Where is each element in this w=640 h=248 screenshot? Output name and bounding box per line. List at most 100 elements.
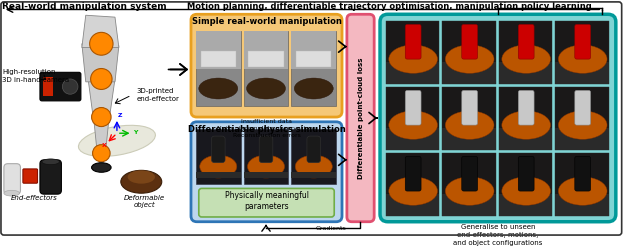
Ellipse shape	[558, 45, 607, 73]
Bar	[386, 128, 440, 150]
Ellipse shape	[558, 111, 607, 139]
Bar	[442, 87, 496, 150]
Bar	[442, 194, 496, 216]
Text: Y: Y	[134, 130, 138, 135]
Bar	[43, 77, 52, 96]
Ellipse shape	[388, 45, 438, 73]
Bar	[291, 31, 336, 68]
Bar	[291, 129, 336, 184]
Bar	[244, 31, 289, 106]
Ellipse shape	[445, 45, 494, 73]
Circle shape	[93, 145, 110, 162]
Ellipse shape	[200, 155, 237, 178]
Ellipse shape	[502, 111, 550, 139]
Ellipse shape	[121, 170, 162, 193]
Bar	[201, 51, 236, 67]
Text: Gradients: Gradients	[316, 226, 347, 231]
Ellipse shape	[445, 111, 494, 139]
Bar	[244, 129, 289, 184]
Text: End-effectors: End-effectors	[11, 195, 58, 201]
Bar	[556, 62, 609, 84]
Bar	[248, 51, 284, 67]
Bar	[556, 128, 609, 150]
FancyBboxPatch shape	[307, 136, 321, 163]
FancyBboxPatch shape	[461, 24, 477, 59]
Bar	[442, 21, 496, 84]
Text: High-resolution
3D in-hand camera: High-resolution 3D in-hand camera	[2, 69, 69, 83]
Ellipse shape	[4, 190, 19, 196]
Text: Simple real-world manipulation: Simple real-world manipulation	[191, 17, 341, 26]
Ellipse shape	[199, 78, 237, 99]
Circle shape	[92, 108, 111, 126]
Bar	[296, 51, 332, 67]
Text: Differentiable point-cloud loss: Differentiable point-cloud loss	[358, 57, 364, 179]
Text: Motion planning, differentiable trajectory optimisation, manipulation policy lea: Motion planning, differentiable trajecto…	[188, 2, 592, 11]
Circle shape	[91, 68, 112, 90]
FancyBboxPatch shape	[23, 169, 38, 183]
Bar	[499, 87, 552, 150]
Bar	[291, 31, 336, 106]
FancyBboxPatch shape	[259, 136, 273, 163]
Polygon shape	[82, 15, 119, 48]
FancyBboxPatch shape	[405, 156, 421, 191]
Text: Z: Z	[118, 113, 122, 118]
FancyBboxPatch shape	[211, 136, 225, 163]
FancyBboxPatch shape	[191, 122, 342, 222]
Bar	[196, 129, 241, 184]
Bar	[386, 21, 440, 84]
Ellipse shape	[42, 159, 60, 165]
Ellipse shape	[502, 45, 550, 73]
Bar	[499, 21, 552, 84]
FancyBboxPatch shape	[347, 14, 374, 222]
Bar	[556, 87, 609, 150]
Polygon shape	[88, 76, 115, 120]
Circle shape	[62, 79, 78, 94]
Text: Deformable
object: Deformable object	[124, 195, 164, 208]
Polygon shape	[82, 44, 119, 82]
FancyBboxPatch shape	[191, 14, 342, 117]
FancyBboxPatch shape	[199, 188, 334, 217]
Ellipse shape	[127, 170, 155, 184]
Circle shape	[90, 32, 113, 55]
Bar	[499, 153, 552, 216]
Bar	[196, 31, 241, 68]
FancyBboxPatch shape	[575, 90, 591, 125]
Polygon shape	[93, 117, 109, 155]
Ellipse shape	[388, 111, 438, 139]
Bar	[386, 62, 440, 84]
Ellipse shape	[388, 177, 438, 205]
Text: Generalise to unseen
end-effectors, motions,
and object configurations: Generalise to unseen end-effectors, moti…	[453, 224, 543, 246]
Bar	[244, 31, 289, 68]
Bar	[244, 172, 289, 178]
Text: 3D-printed
end-effector: 3D-printed end-effector	[136, 89, 179, 102]
Ellipse shape	[445, 177, 494, 205]
Ellipse shape	[558, 177, 607, 205]
Text: Differentiable physics simulation: Differentiable physics simulation	[188, 125, 346, 134]
FancyBboxPatch shape	[405, 24, 421, 59]
Ellipse shape	[248, 155, 285, 178]
Ellipse shape	[294, 78, 333, 99]
Text: Real-world manipulation system: Real-world manipulation system	[2, 2, 166, 11]
Text: Physically meaningful
parameters: Physically meaningful parameters	[225, 191, 308, 211]
FancyBboxPatch shape	[40, 72, 81, 101]
Bar	[499, 128, 552, 150]
Bar	[556, 153, 609, 216]
Ellipse shape	[92, 163, 111, 172]
FancyBboxPatch shape	[4, 164, 20, 194]
Bar	[499, 194, 552, 216]
Bar	[196, 31, 241, 106]
Bar	[499, 62, 552, 84]
Bar	[442, 62, 496, 84]
FancyBboxPatch shape	[461, 156, 477, 191]
FancyBboxPatch shape	[461, 90, 477, 125]
Bar	[386, 87, 440, 150]
Text: X: X	[102, 143, 107, 148]
FancyBboxPatch shape	[40, 160, 61, 194]
FancyBboxPatch shape	[518, 156, 534, 191]
FancyBboxPatch shape	[575, 156, 591, 191]
FancyBboxPatch shape	[405, 90, 421, 125]
Bar	[386, 153, 440, 216]
Ellipse shape	[79, 125, 156, 156]
Ellipse shape	[502, 177, 550, 205]
FancyBboxPatch shape	[380, 14, 616, 222]
